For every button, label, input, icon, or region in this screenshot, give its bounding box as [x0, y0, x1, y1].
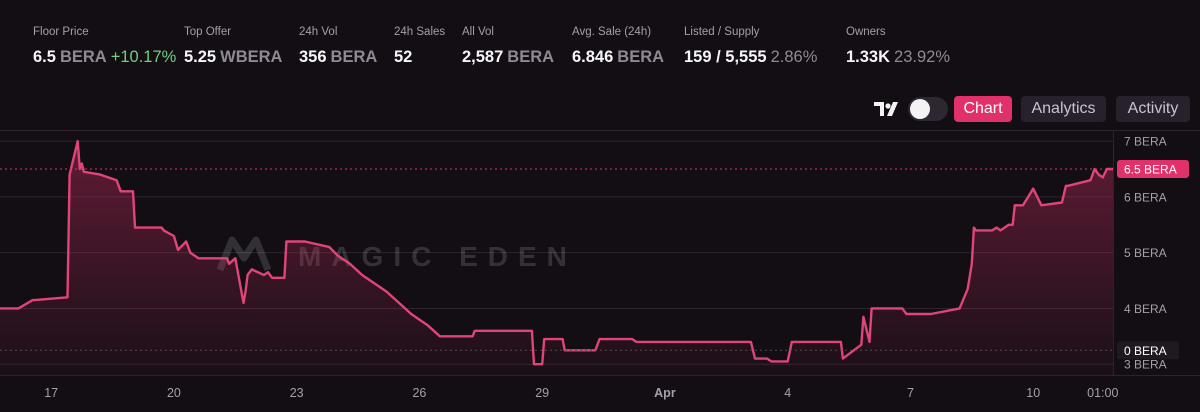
stat-top-offer: Top Offer 5.25 WBERA	[184, 26, 282, 67]
toggle-knob	[910, 99, 930, 119]
x-tick-label: Apr	[654, 386, 676, 400]
x-tick-label: 23	[290, 386, 304, 400]
owners-value: 1.33K	[846, 48, 891, 66]
tab-analytics[interactable]: Analytics	[1021, 96, 1106, 122]
avg-sale-unit: BERA	[617, 48, 665, 66]
stat-floor-price: Floor Price 6.5 BERA +10.17%	[33, 26, 176, 67]
tradingview-icon[interactable]	[874, 100, 900, 118]
zero-marker-label: 0 BERA	[1124, 344, 1167, 358]
stats-bar: Floor Price 6.5 BERA +10.17% Top Offer 5.2…	[0, 0, 1200, 80]
tab-chart[interactable]: Chart	[954, 96, 1012, 122]
all-vol-value: 2,587	[462, 48, 504, 66]
current-price-label: 6.5 BERA	[1124, 163, 1177, 177]
watermark-mark	[216, 236, 272, 272]
stat-value: 1.33K 23.92%	[846, 48, 950, 67]
floor-price-change: +10.17%	[110, 48, 177, 66]
price-line	[0, 140, 1113, 366]
vol-24h-unit: BERA	[330, 48, 378, 66]
top-offer-unit: WBERA	[220, 48, 283, 66]
chart-toolbar: Chart Analytics Activity	[874, 96, 1190, 122]
owners-pct: 23.92%	[894, 48, 950, 66]
stat-label: All Vol	[462, 26, 494, 38]
x-tick-label: 10	[1026, 386, 1040, 400]
price-chart[interactable]: MAGIC EDEN 3 BERA 4 BERA 5 BERA 6 BERA 7 BER…	[0, 130, 1200, 412]
floor-price-value: 6.5	[33, 48, 56, 66]
stat-label: Avg. Sale (24h)	[572, 26, 652, 38]
vol-24h-value: 356	[299, 48, 327, 66]
x-tick-label: 17	[44, 386, 58, 400]
stat-label: 24h Vol	[299, 26, 338, 38]
sales-24h-value: 52	[394, 48, 413, 66]
theme-toggle[interactable]	[908, 97, 948, 121]
tab-activity[interactable]: Activity	[1116, 96, 1190, 122]
stat-value: 5.25 WBERA	[184, 48, 282, 67]
avg-sale-value: 6.846	[572, 48, 614, 66]
x-tick-label: 26	[412, 386, 426, 400]
zero-marker-badge	[1117, 341, 1179, 360]
stat-all-vol: All Vol 2,587 BERA	[462, 26, 554, 67]
y-tick-label: 6 BERA	[1124, 190, 1167, 204]
x-tick-label: 7	[907, 386, 914, 400]
y-tick-label: 5 BERA	[1124, 246, 1167, 260]
listed-supply-pct: 2.86%	[770, 48, 818, 66]
listed-supply-value: 159 / 5,555	[684, 48, 767, 66]
stat-24h-sales: 24h Sales 52	[394, 26, 445, 67]
stat-label: Floor Price	[33, 26, 89, 38]
y-tick-label: 3 BERA	[1124, 358, 1167, 372]
x-tick-label: 29	[535, 386, 549, 400]
price-area	[0, 141, 1113, 375]
stat-value: 6.846 BERA	[572, 48, 664, 67]
stat-label: Owners	[846, 26, 886, 38]
stat-value: 159 / 5,555 2.86%	[684, 48, 817, 67]
stat-listed-supply: Listed / Supply 159 / 5,555 2.86%	[684, 26, 817, 67]
stat-owners: Owners 1.33K 23.92%	[846, 26, 950, 67]
stat-value: 52	[394, 48, 445, 67]
stat-label: Top Offer	[184, 26, 232, 38]
stat-value: 2,587 BERA	[462, 48, 554, 67]
floor-price-unit: BERA	[59, 48, 107, 66]
stat-label: Listed / Supply	[684, 26, 760, 38]
all-vol-unit: BERA	[507, 48, 555, 66]
x-tick-label: 4	[784, 386, 791, 400]
top-offer-value: 5.25	[184, 48, 217, 66]
stat-label: 24h Sales	[394, 26, 446, 38]
stat-24h-vol: 24h Vol 356 BERA	[299, 26, 377, 67]
x-tick-label: 01:00	[1087, 386, 1118, 400]
stat-avg-sale: Avg. Sale (24h) 6.846 BERA	[572, 26, 664, 67]
current-price-badge	[1117, 160, 1189, 179]
stat-value: 6.5 BERA +10.17%	[33, 48, 176, 67]
stat-value: 356 BERA	[299, 48, 377, 67]
x-tick-label: 20	[167, 386, 181, 400]
y-tick-label: 7 BERA	[1124, 135, 1167, 149]
magic-eden-logo-icon	[216, 236, 272, 272]
y-tick-label: 4 BERA	[1124, 302, 1167, 316]
